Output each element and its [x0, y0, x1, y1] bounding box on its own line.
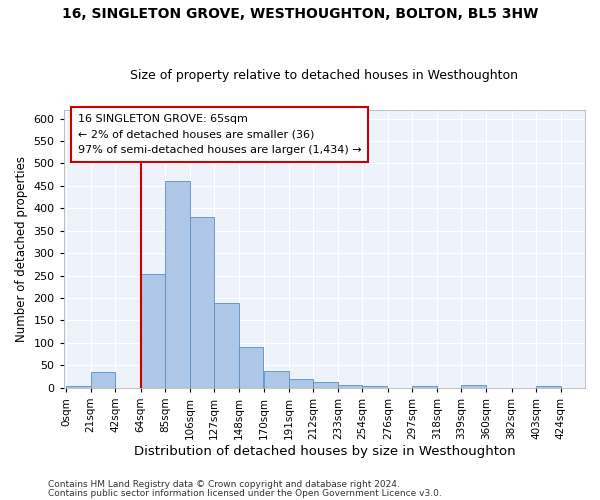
- Bar: [190, 218, 214, 388]
- Bar: [91, 372, 115, 388]
- Bar: [461, 385, 486, 388]
- Bar: [264, 370, 289, 388]
- Text: Contains public sector information licensed under the Open Government Licence v3: Contains public sector information licen…: [48, 488, 442, 498]
- Bar: [536, 386, 560, 388]
- Text: Contains HM Land Registry data © Crown copyright and database right 2024.: Contains HM Land Registry data © Crown c…: [48, 480, 400, 489]
- Text: 16, SINGLETON GROVE, WESTHOUGHTON, BOLTON, BL5 3HW: 16, SINGLETON GROVE, WESTHOUGHTON, BOLTO…: [62, 8, 538, 22]
- Text: 16 SINGLETON GROVE: 65sqm
← 2% of detached houses are smaller (36)
97% of semi-d: 16 SINGLETON GROVE: 65sqm ← 2% of detach…: [78, 114, 361, 155]
- Bar: [289, 379, 313, 388]
- Bar: [214, 302, 239, 388]
- Bar: [140, 274, 165, 388]
- X-axis label: Distribution of detached houses by size in Westhoughton: Distribution of detached houses by size …: [134, 444, 515, 458]
- Bar: [165, 182, 190, 388]
- Bar: [412, 386, 437, 388]
- Bar: [66, 386, 91, 388]
- Title: Size of property relative to detached houses in Westhoughton: Size of property relative to detached ho…: [130, 69, 518, 82]
- Bar: [239, 346, 263, 388]
- Bar: [313, 382, 338, 388]
- Bar: [338, 384, 362, 388]
- Bar: [362, 386, 387, 388]
- Y-axis label: Number of detached properties: Number of detached properties: [15, 156, 28, 342]
